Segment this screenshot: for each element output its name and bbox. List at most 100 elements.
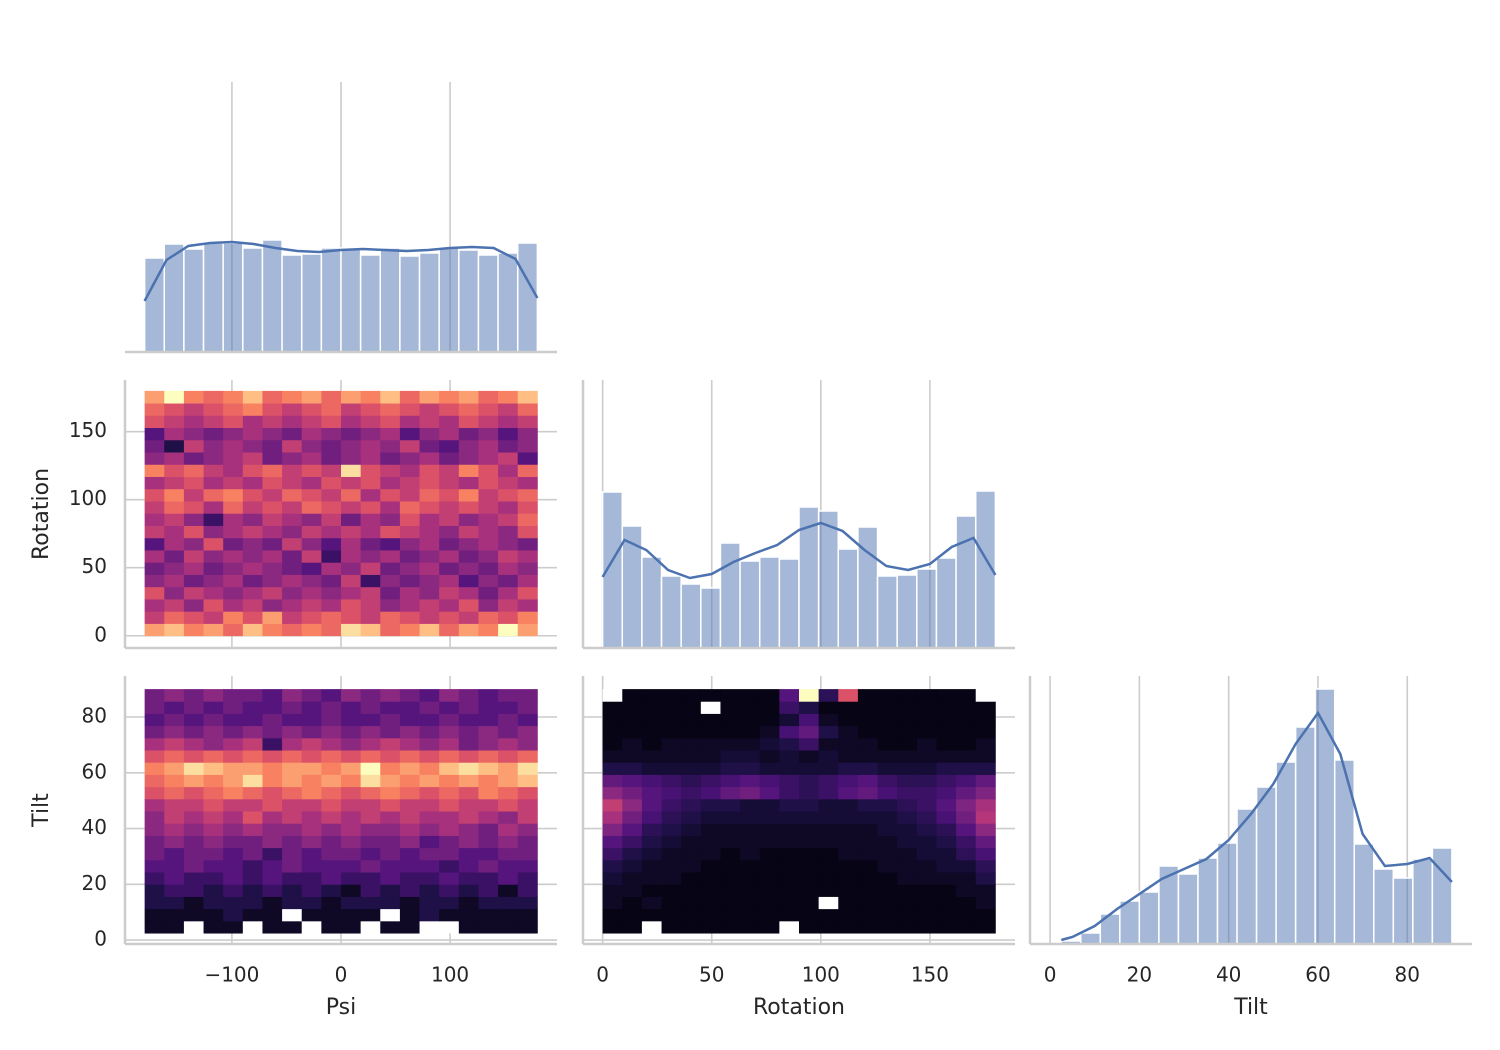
heatmap-cell bbox=[936, 774, 957, 788]
heatmap-cell bbox=[242, 713, 263, 727]
heatmap-cell bbox=[936, 689, 957, 702]
heatmap-cell bbox=[419, 774, 440, 788]
heatmap-cell bbox=[399, 415, 420, 429]
heatmap-cell bbox=[478, 689, 499, 702]
heatmap-cell bbox=[399, 488, 420, 502]
heatmap-cell bbox=[897, 859, 918, 873]
heatmap-cell bbox=[897, 884, 918, 897]
heatmap-cell bbox=[321, 762, 342, 775]
heatmap-cell bbox=[916, 823, 937, 836]
heatmap-cell bbox=[439, 611, 460, 624]
heatmap-cell bbox=[720, 896, 741, 910]
heatmap-cell bbox=[399, 574, 420, 588]
heatmap-cell bbox=[897, 725, 918, 739]
heatmap-cell bbox=[282, 439, 303, 453]
heatmap-cell bbox=[897, 872, 918, 885]
heatmap-cell bbox=[779, 908, 800, 922]
heatmap-cell bbox=[419, 920, 440, 934]
kde-line bbox=[143, 240, 539, 302]
heatmap-cell bbox=[661, 762, 682, 775]
heatmap-cell bbox=[380, 439, 401, 453]
heatmap-cell bbox=[419, 811, 440, 824]
heatmap-cell bbox=[380, 847, 401, 861]
heatmap-cell bbox=[321, 390, 342, 404]
heatmap-cell bbox=[242, 586, 263, 600]
heatmap-cell bbox=[439, 537, 460, 551]
heatmap-cell bbox=[183, 611, 204, 624]
heatmap-cell bbox=[360, 586, 381, 600]
heatmap-cell bbox=[399, 537, 420, 551]
heatmap-cell bbox=[661, 811, 682, 824]
heatmap-cell bbox=[498, 725, 519, 739]
heatmap-cell bbox=[341, 750, 362, 763]
heatmap-cell bbox=[380, 798, 401, 812]
heatmap-cell bbox=[517, 403, 538, 416]
heatmap-cell bbox=[975, 725, 996, 739]
heatmap-cell bbox=[517, 562, 538, 575]
heatmap-cell bbox=[399, 908, 420, 922]
heatmap-cell bbox=[242, 537, 263, 551]
heatmap-cell bbox=[282, 574, 303, 588]
heatmap-cell bbox=[602, 823, 623, 836]
heatmap-cell bbox=[164, 701, 185, 714]
heatmap-cell bbox=[164, 823, 185, 836]
heatmap-cell bbox=[700, 811, 721, 824]
heatmap-cell bbox=[916, 713, 937, 727]
heatmap-cell bbox=[144, 501, 165, 514]
heatmap-cell bbox=[799, 737, 820, 751]
heatmap-cell bbox=[478, 403, 499, 416]
heatmap-cell bbox=[641, 689, 662, 702]
heatmap-cell bbox=[203, 623, 224, 637]
heatmap-cell bbox=[144, 859, 165, 873]
heatmap-cell bbox=[681, 884, 702, 897]
heatmap-cell bbox=[282, 908, 303, 922]
heatmap-cell bbox=[144, 920, 165, 934]
heatmap-cell bbox=[144, 464, 165, 477]
heatmap-cell bbox=[759, 798, 780, 812]
heatmap-cell bbox=[360, 550, 381, 563]
heatmap-cell bbox=[360, 501, 381, 514]
heatmap-cell bbox=[799, 920, 820, 934]
heatmap-cell bbox=[183, 599, 204, 612]
heatmap-cell bbox=[321, 811, 342, 824]
heatmap-cell bbox=[838, 701, 859, 714]
heatmap-cell bbox=[897, 689, 918, 702]
heatmap-cell bbox=[242, 786, 263, 800]
heatmap-cell bbox=[517, 762, 538, 775]
bar bbox=[1392, 877, 1414, 945]
heatmap-cell bbox=[498, 513, 519, 526]
heatmap-cell bbox=[301, 452, 322, 465]
heatmap-cell bbox=[223, 798, 244, 812]
heatmap-cell bbox=[262, 713, 283, 727]
heatmap-cell bbox=[223, 599, 244, 612]
heatmap-cell bbox=[478, 737, 499, 751]
heatmap-cell bbox=[759, 835, 780, 849]
heatmap-cell bbox=[740, 835, 761, 849]
heatmap-cell bbox=[975, 823, 996, 836]
heatmap-cell bbox=[975, 835, 996, 849]
heatmap-cell bbox=[517, 835, 538, 849]
heatmap-cell bbox=[262, 611, 283, 624]
heatmap-cell bbox=[282, 737, 303, 751]
heatmap-cell bbox=[661, 859, 682, 873]
heatmap-cell bbox=[641, 884, 662, 897]
heatmap-cell bbox=[517, 452, 538, 465]
heatmap-cell bbox=[360, 750, 381, 763]
heatmap-cell bbox=[380, 611, 401, 624]
heatmap-cell bbox=[380, 452, 401, 465]
heatmap-cell bbox=[916, 859, 937, 873]
heatmap-cell bbox=[818, 689, 839, 702]
heatmap-cell bbox=[838, 713, 859, 727]
heatmap-cell bbox=[478, 920, 499, 934]
heatmap-cell bbox=[740, 908, 761, 922]
bar bbox=[359, 254, 382, 353]
heatmap-cell bbox=[681, 750, 702, 763]
heatmap-cell bbox=[661, 896, 682, 910]
heatmap-cell bbox=[916, 689, 937, 702]
heatmap-cell bbox=[622, 750, 643, 763]
heatmap-cell bbox=[242, 427, 263, 441]
heatmap-cell bbox=[602, 701, 623, 714]
y-tick-label: 150 bbox=[69, 418, 107, 442]
heatmap-cell bbox=[498, 737, 519, 751]
